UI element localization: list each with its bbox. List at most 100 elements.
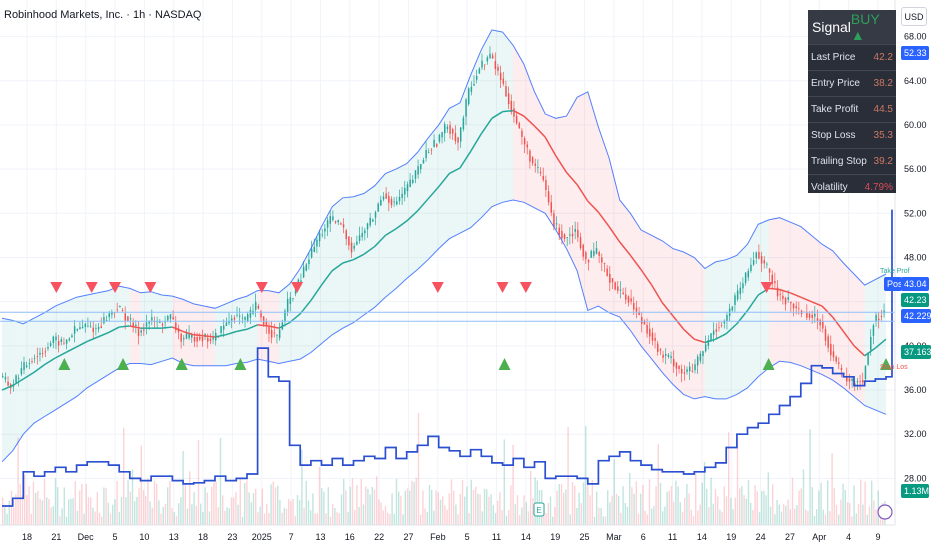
volume-bar — [151, 507, 153, 525]
mid-line-segment — [779, 288, 791, 294]
volume-bar — [657, 444, 659, 525]
band-fill — [534, 91, 546, 214]
volume-bar — [629, 472, 631, 525]
volume-bar — [741, 486, 743, 525]
volume-bar — [400, 495, 402, 525]
mid-line-segment — [33, 364, 46, 373]
candle-body — [257, 306, 260, 309]
candle-body — [444, 124, 446, 134]
volume-bar — [312, 493, 314, 525]
mid-line-segment — [427, 186, 440, 200]
volume-bar — [193, 492, 195, 525]
volume-bar — [688, 493, 690, 525]
volume-bar — [362, 504, 365, 525]
band-fill — [396, 163, 407, 289]
volume-bar — [809, 429, 811, 525]
candle-body — [787, 297, 789, 300]
y-tick-label: 52.00 — [904, 208, 927, 218]
candle-body — [614, 282, 616, 290]
sell-signal-icon — [496, 282, 509, 293]
mid-line-segment — [342, 258, 354, 264]
candle-body — [571, 233, 574, 237]
x-tick-label: 18 — [198, 532, 208, 542]
candle-body — [723, 320, 726, 324]
candle-body — [603, 263, 606, 264]
volume-bar — [292, 498, 294, 525]
volume-bar — [877, 490, 879, 525]
mid-line-segment — [385, 228, 397, 237]
price-label-trailing-bg — [901, 46, 929, 60]
candle-body — [830, 343, 832, 356]
volume-bar — [695, 473, 697, 525]
volume-bar — [314, 513, 316, 525]
volume-bar — [679, 502, 681, 525]
volume-bar — [17, 437, 19, 525]
candle-body — [388, 196, 390, 203]
candle-body — [718, 327, 720, 329]
candle-body — [356, 241, 358, 245]
volume-bar — [76, 510, 79, 525]
mid-line-segment — [587, 200, 599, 213]
x-tick-label: 5 — [113, 532, 118, 542]
mid-line-segment — [331, 262, 344, 272]
mid-line-segment — [832, 316, 844, 332]
volume-bar — [481, 511, 483, 525]
volume-bar — [611, 495, 613, 525]
volume-bar — [228, 508, 230, 525]
x-tick-label: 18 — [22, 532, 32, 542]
band-fill — [694, 257, 705, 399]
volume-bar — [387, 512, 389, 525]
candle-body — [428, 152, 430, 154]
mid-line-segment — [12, 378, 24, 387]
candle-body — [680, 369, 683, 374]
band-fill — [215, 303, 226, 366]
candle-body — [374, 212, 377, 218]
volume-bar — [373, 489, 376, 525]
candle-body — [710, 333, 712, 341]
candle-body — [499, 72, 502, 80]
volume-bar — [424, 508, 426, 525]
candle-body — [241, 317, 244, 319]
volume-bar — [237, 504, 239, 525]
volume-bar — [497, 500, 499, 525]
volume-bar — [442, 496, 444, 525]
volume-bar — [191, 504, 193, 525]
x-tick-label: 13 — [169, 532, 179, 542]
candle-body — [364, 230, 366, 234]
candle-body — [313, 246, 316, 252]
signal-row-stop-loss: Stop Loss 35.3 — [808, 122, 896, 148]
candle-body — [390, 198, 393, 206]
volume-bar — [838, 514, 840, 525]
band-fill — [555, 116, 567, 249]
volume-bar — [13, 507, 15, 525]
volume-bar — [558, 484, 560, 525]
volume-bar — [206, 492, 208, 525]
candle-body — [36, 356, 39, 358]
volume-bar — [723, 486, 725, 525]
volume-bar — [219, 437, 222, 525]
volume-bar — [609, 502, 611, 525]
mid-line-segment — [406, 210, 418, 222]
candle-body — [159, 321, 161, 323]
volume-bar — [140, 445, 142, 525]
volume-bar — [578, 492, 580, 525]
candle-body — [779, 293, 781, 295]
candle-body — [630, 298, 632, 302]
volume-bar — [523, 495, 525, 525]
volume-bar — [530, 470, 532, 525]
mid-line-segment — [811, 300, 823, 307]
volume-bar — [340, 494, 343, 525]
volume-bar — [426, 512, 428, 525]
volume-bar — [215, 481, 217, 525]
volume-bar — [615, 493, 618, 525]
price-label-prev-bg — [901, 309, 931, 323]
currency-button[interactable]: USD — [901, 7, 927, 26]
price-scale — [895, 0, 932, 550]
candle-body — [167, 316, 169, 321]
candle-body — [25, 365, 28, 368]
volume-bar — [367, 488, 369, 525]
volume-bar — [382, 510, 384, 525]
volume-bar — [112, 504, 114, 525]
volume-bar — [59, 516, 61, 525]
